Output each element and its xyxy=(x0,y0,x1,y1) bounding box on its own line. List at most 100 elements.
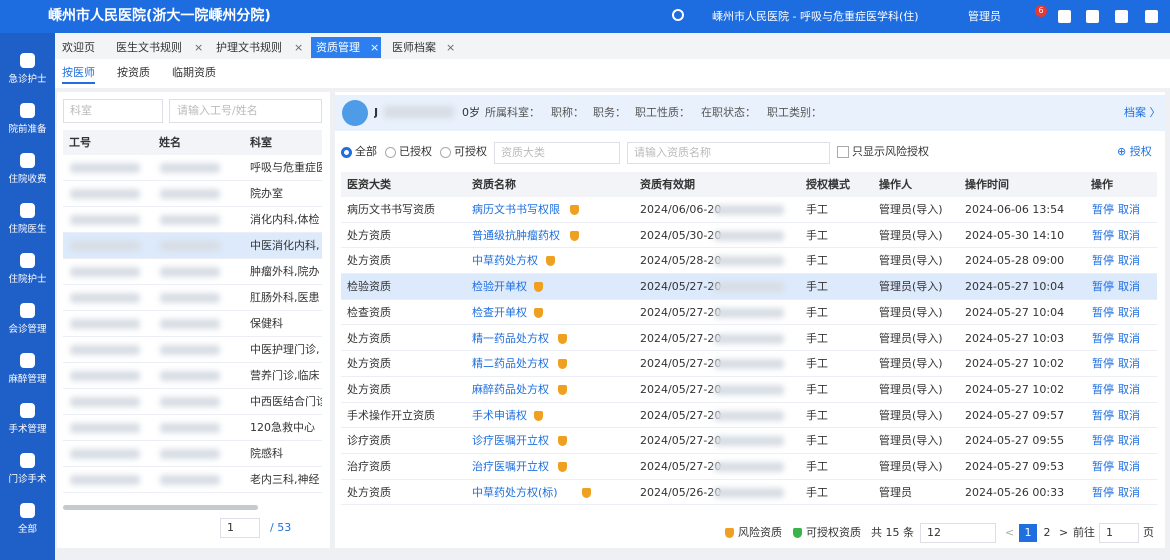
cell[interactable]: 治疗医嘱开立权 xyxy=(472,460,549,473)
pause-link[interactable]: 暂停 xyxy=(1092,485,1114,499)
cell[interactable]: 诊疗医嘱开立权 xyxy=(472,434,549,448)
page-number[interactable]: 1 xyxy=(1019,524,1037,542)
sidebar-item[interactable]: 手术管理 xyxy=(8,424,47,435)
table-row[interactable] xyxy=(341,248,1157,275)
sidebar-item[interactable]: 住院医生 xyxy=(8,224,47,235)
cell[interactable]: 检查开单权 xyxy=(472,305,527,319)
radio[interactable] xyxy=(385,147,396,158)
sidebar-item[interactable]: 麻醉管理 xyxy=(8,374,47,385)
pause-link[interactable]: 暂停 xyxy=(1092,228,1114,242)
table-row[interactable] xyxy=(341,428,1157,454)
sidebar-item[interactable]: 住院收费 xyxy=(8,174,47,185)
toolbar-icon[interactable] xyxy=(1115,10,1128,23)
pause-link[interactable]: 暂停 xyxy=(1092,408,1114,422)
left-row[interactable] xyxy=(63,181,322,207)
pause-link[interactable]: 暂停 xyxy=(1092,331,1114,345)
department[interactable]: 嵊州市人民医院 - 呼吸与危重症医学科(住) xyxy=(712,10,919,23)
search-icon[interactable] xyxy=(672,9,684,21)
cancel-link[interactable]: 取消 xyxy=(1118,408,1140,422)
goto-input[interactable]: 1 xyxy=(1099,523,1139,543)
sidebar-item[interactable]: 院前准备 xyxy=(8,124,47,135)
search-input[interactable]: 请输入工号/姓名 xyxy=(169,99,322,123)
cancel-link[interactable]: 取消 xyxy=(1118,485,1140,499)
radio-label[interactable]: 可授权 xyxy=(454,145,487,158)
subtab[interactable]: 按资质 xyxy=(117,66,150,79)
left-row[interactable] xyxy=(63,155,322,181)
page-next[interactable]: > xyxy=(1059,526,1069,539)
subtab[interactable]: 按医师 xyxy=(62,62,95,84)
table-row[interactable] xyxy=(341,223,1157,249)
cancel-link[interactable]: 取消 xyxy=(1118,254,1140,268)
page-number[interactable]: 2 xyxy=(1043,526,1051,539)
page-size[interactable]: 12 xyxy=(920,523,996,543)
pause-link[interactable]: 暂停 xyxy=(1092,460,1114,473)
cell[interactable]: 麻醉药品处方权 xyxy=(472,382,549,396)
category-select[interactable]: 资质大类 xyxy=(494,142,620,164)
radio-label[interactable]: 全部 xyxy=(355,145,377,158)
cancel-link[interactable]: 取消 xyxy=(1118,305,1140,319)
tab[interactable]: 医师档案 xyxy=(392,41,436,54)
cancel-link[interactable]: 取消 xyxy=(1118,434,1140,448)
table-row[interactable] xyxy=(341,480,1157,506)
cell[interactable]: 手术申请权 xyxy=(472,408,527,422)
tab[interactable]: 护理文书规则 xyxy=(216,41,282,54)
sidebar-item[interactable]: 急诊护士 xyxy=(8,74,47,85)
sidebar-item[interactable]: 住院护士 xyxy=(8,274,47,285)
checkbox-label[interactable]: 只显示风险授权 xyxy=(852,145,929,158)
radio[interactable] xyxy=(440,147,451,158)
table-row[interactable] xyxy=(341,300,1157,326)
table-row[interactable] xyxy=(341,326,1157,352)
checkbox[interactable] xyxy=(837,146,849,158)
authorize-button[interactable]: ⊕ 授权 xyxy=(1117,145,1152,158)
left-row[interactable] xyxy=(63,415,322,441)
pause-link[interactable]: 暂停 xyxy=(1092,382,1114,396)
left-row[interactable] xyxy=(63,337,322,363)
pause-link[interactable]: 暂停 xyxy=(1092,254,1114,268)
pause-link[interactable]: 暂停 xyxy=(1092,357,1114,371)
left-row[interactable] xyxy=(63,259,322,285)
tab[interactable]: 医生文书规则 xyxy=(116,41,182,54)
cancel-link[interactable]: 取消 xyxy=(1118,203,1140,216)
left-row[interactable] xyxy=(63,441,322,467)
left-row[interactable] xyxy=(63,389,322,415)
dept-select[interactable]: 科室 xyxy=(63,99,163,123)
pause-link[interactable]: 暂停 xyxy=(1092,203,1114,216)
subtab[interactable]: 临期资质 xyxy=(172,66,216,79)
left-row[interactable] xyxy=(63,207,322,233)
table-row[interactable] xyxy=(341,197,1157,223)
archive-link[interactable]: 档案 〉 xyxy=(1124,106,1161,119)
radio-label[interactable]: 已授权 xyxy=(399,145,432,158)
cell[interactable]: 精二药品处方权 xyxy=(472,357,549,371)
sidebar-item[interactable]: 会诊管理 xyxy=(8,324,47,335)
toolbar-icon[interactable] xyxy=(1086,10,1099,23)
cancel-link[interactable]: 取消 xyxy=(1118,280,1140,294)
user[interactable]: 管理员 xyxy=(968,10,1001,23)
cancel-link[interactable]: 取消 xyxy=(1118,357,1140,371)
page-prev[interactable]: < xyxy=(1005,526,1015,539)
table-row[interactable] xyxy=(341,377,1157,403)
cancel-link[interactable]: 取消 xyxy=(1118,228,1140,242)
cell[interactable]: 中草药处方权 xyxy=(472,254,538,268)
cell[interactable]: 精一药品处方权 xyxy=(472,331,549,345)
cell[interactable]: 病历文书书写权限 xyxy=(472,203,560,216)
sidebar-item[interactable]: 门诊手术 xyxy=(8,474,47,485)
cancel-link[interactable]: 取消 xyxy=(1118,331,1140,345)
toolbar-icon[interactable] xyxy=(1058,10,1071,23)
cell[interactable]: 普通级抗肿瘤药权 xyxy=(472,228,560,242)
pause-link[interactable]: 暂停 xyxy=(1092,280,1114,294)
cancel-link[interactable]: 取消 xyxy=(1118,460,1140,473)
radio[interactable] xyxy=(341,147,352,158)
page-input[interactable]: 1 xyxy=(220,518,260,538)
left-row[interactable] xyxy=(63,467,322,493)
cell[interactable]: 中草药处方权(标) xyxy=(472,485,558,499)
tab[interactable]: 资质管理 xyxy=(311,37,381,58)
table-row[interactable] xyxy=(341,403,1157,429)
left-row[interactable] xyxy=(63,285,322,311)
sidebar-item[interactable]: 全部 xyxy=(17,524,37,535)
table-row[interactable] xyxy=(341,454,1157,480)
name-input[interactable]: 请输入资质名称 xyxy=(627,142,830,164)
pause-link[interactable]: 暂停 xyxy=(1092,434,1114,448)
table-row[interactable] xyxy=(341,351,1157,377)
tab[interactable]: 欢迎页 xyxy=(62,41,95,54)
left-row[interactable] xyxy=(63,363,322,389)
